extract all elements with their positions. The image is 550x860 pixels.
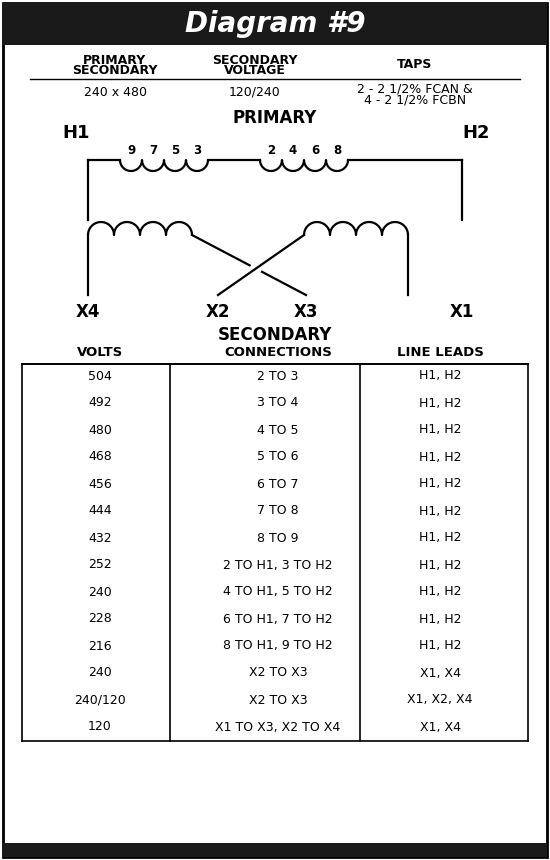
Text: H1, H2: H1, H2 [419, 640, 461, 653]
Bar [3, 3, 547, 45]
Text: 492: 492 [88, 396, 112, 409]
Text: Diagram #9: Diagram #9 [185, 10, 365, 38]
Text: VOLTS: VOLTS [77, 347, 123, 359]
Text: SECONDARY: SECONDARY [218, 326, 332, 344]
Text: X1 TO X3, X2 TO X4: X1 TO X3, X2 TO X4 [216, 721, 340, 734]
Text: H1, H2: H1, H2 [419, 477, 461, 490]
Text: 504: 504 [88, 370, 112, 383]
Text: X1, X4: X1, X4 [420, 666, 460, 679]
Text: H1: H1 [62, 124, 90, 142]
Text: 9: 9 [127, 144, 135, 157]
Text: 432: 432 [88, 531, 112, 544]
Text: 480: 480 [88, 423, 112, 437]
Text: 8 TO 9: 8 TO 9 [257, 531, 299, 544]
Text: 240: 240 [88, 666, 112, 679]
Text: 2 - 2 1/2% FCAN &: 2 - 2 1/2% FCAN & [357, 83, 473, 95]
Text: 8 TO H1, 9 TO H2: 8 TO H1, 9 TO H2 [223, 640, 333, 653]
Text: 4 - 2 1/2% FCBN: 4 - 2 1/2% FCBN [364, 94, 466, 107]
Text: H1, H2: H1, H2 [419, 612, 461, 625]
Text: 120/240: 120/240 [229, 85, 281, 99]
Text: 4 TO H1, 5 TO H2: 4 TO H1, 5 TO H2 [223, 586, 333, 599]
Text: X1, X4: X1, X4 [420, 721, 460, 734]
Text: X2 TO X3: X2 TO X3 [249, 666, 307, 679]
Text: 120: 120 [88, 721, 112, 734]
Text: 2 TO H1, 3 TO H2: 2 TO H1, 3 TO H2 [223, 558, 333, 572]
Text: PRIMARY: PRIMARY [233, 109, 317, 127]
Text: LINE LEADS: LINE LEADS [397, 347, 483, 359]
Text: 4: 4 [289, 144, 297, 157]
Text: H1, H2: H1, H2 [419, 586, 461, 599]
Text: 240/120: 240/120 [74, 693, 126, 707]
Text: 3 TO 4: 3 TO 4 [257, 396, 299, 409]
Text: 7 TO 8: 7 TO 8 [257, 505, 299, 518]
Text: 240: 240 [88, 586, 112, 599]
Text: 6 TO 7: 6 TO 7 [257, 477, 299, 490]
Text: H1, H2: H1, H2 [419, 558, 461, 572]
Text: H1, H2: H1, H2 [419, 370, 461, 383]
Text: X2 TO X3: X2 TO X3 [249, 693, 307, 707]
Text: CONNECTIONS: CONNECTIONS [224, 347, 332, 359]
Text: 6 TO H1, 7 TO H2: 6 TO H1, 7 TO H2 [223, 612, 333, 625]
Text: 7: 7 [149, 144, 157, 157]
Text: 468: 468 [88, 451, 112, 464]
Text: X4: X4 [76, 303, 100, 321]
Text: H1, H2: H1, H2 [419, 451, 461, 464]
Text: H1, H2: H1, H2 [419, 396, 461, 409]
Text: 2: 2 [267, 144, 275, 157]
Text: PRIMARY: PRIMARY [84, 53, 147, 66]
Text: H1, H2: H1, H2 [419, 423, 461, 437]
Text: 216: 216 [88, 640, 112, 653]
Text: TAPS: TAPS [397, 58, 433, 71]
Text: H2: H2 [462, 124, 490, 142]
Text: 5: 5 [171, 144, 179, 157]
Text: 4 TO 5: 4 TO 5 [257, 423, 299, 437]
Text: 456: 456 [88, 477, 112, 490]
Text: 3: 3 [193, 144, 201, 157]
Bar [3, 843, 547, 857]
Text: 444: 444 [88, 505, 112, 518]
Text: VOLTAGE: VOLTAGE [224, 64, 286, 77]
Text: 240 x 480: 240 x 480 [84, 85, 146, 99]
Text: 252: 252 [88, 558, 112, 572]
Text: X1, X2, X4: X1, X2, X4 [407, 693, 473, 707]
Text: 5 TO 6: 5 TO 6 [257, 451, 299, 464]
Text: X3: X3 [294, 303, 318, 321]
Text: 8: 8 [333, 144, 341, 157]
Text: H1, H2: H1, H2 [419, 531, 461, 544]
Text: H1, H2: H1, H2 [419, 505, 461, 518]
Text: SECONDARY: SECONDARY [72, 64, 158, 77]
Text: X1: X1 [450, 303, 474, 321]
Text: 228: 228 [88, 612, 112, 625]
Text: SECONDARY: SECONDARY [212, 53, 298, 66]
Text: 2 TO 3: 2 TO 3 [257, 370, 299, 383]
Text: X2: X2 [206, 303, 230, 321]
Text: 6: 6 [311, 144, 319, 157]
